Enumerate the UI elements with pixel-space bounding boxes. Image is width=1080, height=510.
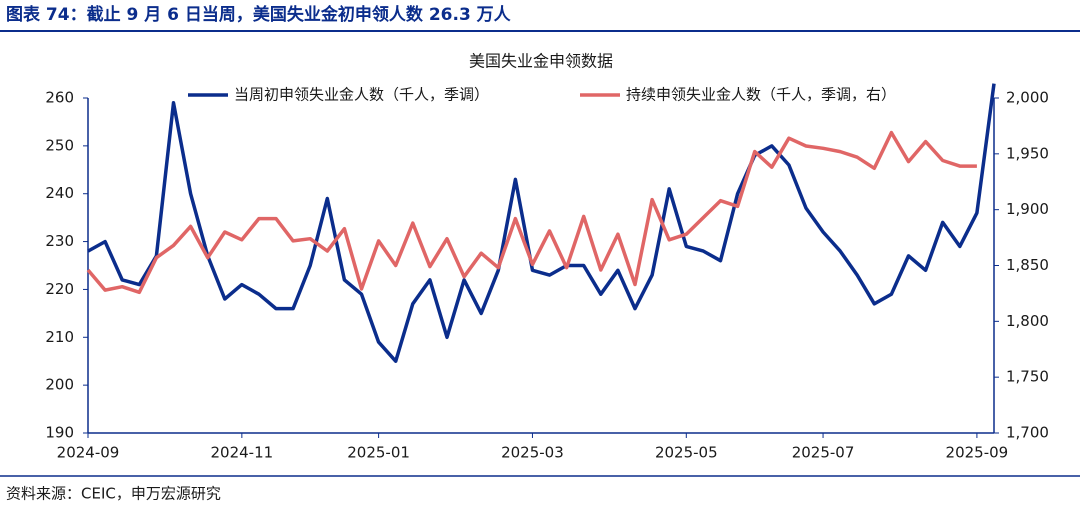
y2-tick-label: 1,750 xyxy=(1006,368,1049,386)
y2-tick-label: 1,800 xyxy=(1006,312,1049,330)
x-tick-label: 2024-11 xyxy=(211,444,274,462)
y2-tick-label: 1,900 xyxy=(1006,200,1049,218)
x-tick-label: 2025-05 xyxy=(655,444,718,462)
chart-title: 美国失业金申领数据 xyxy=(469,52,613,71)
y-tick-label: 220 xyxy=(45,280,74,298)
y-tick-label: 200 xyxy=(45,376,74,394)
y2-tick-label: 1,850 xyxy=(1006,256,1049,274)
y2-tick-label: 1,950 xyxy=(1006,144,1049,162)
y-tick-label: 240 xyxy=(45,184,74,202)
source: 资料来源：CEIC，申万宏源研究 xyxy=(6,485,221,503)
x-tick-label: 2025-09 xyxy=(946,444,1009,462)
y-tick-label: 190 xyxy=(45,424,74,442)
figure-title: 图表 74：截止 9 月 6 日当周，美国失业金初申领人数 26.3 万人 xyxy=(6,4,512,25)
y-tick-label: 230 xyxy=(45,232,74,250)
x-tick-label: 2025-01 xyxy=(347,444,410,462)
x-tick-label: 2024-09 xyxy=(57,444,120,462)
y-tick-label: 260 xyxy=(45,89,74,107)
y-tick-label: 250 xyxy=(45,136,74,154)
legend-label: 当周初申领失业金人数（千人，季调） xyxy=(234,86,489,104)
x-tick-label: 2025-03 xyxy=(501,444,564,462)
y2-tick-label: 2,000 xyxy=(1006,89,1049,107)
y-tick-label: 210 xyxy=(45,328,74,346)
x-tick-label: 2025-07 xyxy=(792,444,855,462)
legend-label: 持续申领失业金人数（千人，季调，右） xyxy=(626,86,896,104)
y2-tick-label: 1,700 xyxy=(1006,424,1049,442)
series-line xyxy=(87,83,996,363)
series-line xyxy=(86,130,977,295)
